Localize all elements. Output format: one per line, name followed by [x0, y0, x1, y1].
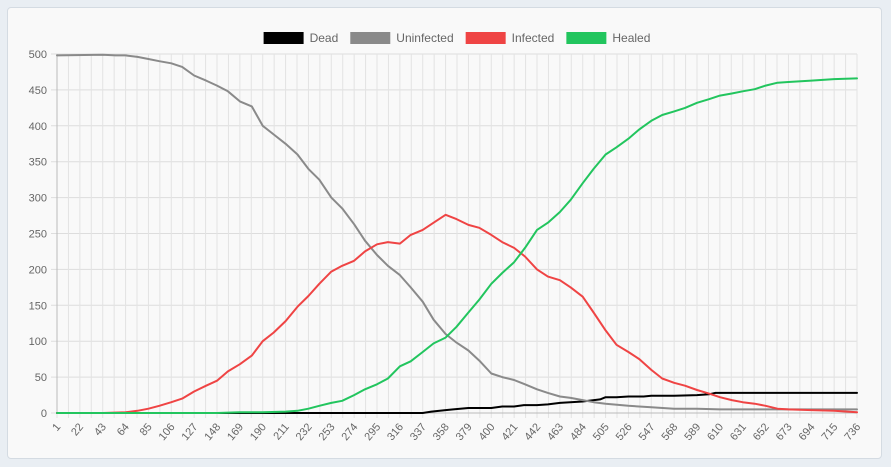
legend-item-healed[interactable]: Healed	[566, 31, 650, 45]
y-tick-label: 500	[29, 49, 47, 61]
x-tick-label: 421	[499, 421, 520, 443]
x-tick-label: 673	[774, 421, 795, 443]
legend-item-dead[interactable]: Dead	[263, 31, 339, 45]
y-tick-label: 50	[35, 372, 47, 384]
x-tick-label: 190	[248, 421, 269, 443]
x-tick-label: 652	[751, 421, 772, 443]
x-tick-label: 43	[92, 421, 109, 438]
x-tick-label: 169	[225, 421, 246, 443]
legend-swatch	[566, 32, 607, 44]
x-tick-label: 211	[271, 421, 291, 442]
legend-swatch	[263, 32, 304, 44]
x-tick-label: 1	[50, 421, 63, 433]
legend-label: Uninfected	[396, 31, 453, 45]
x-tick-label: 358	[431, 421, 452, 443]
x-tick-label: 232	[294, 421, 315, 443]
y-tick-label: 450	[29, 85, 47, 97]
y-axis-ticks: 0 50 100 150 200 250 300 350 400 450 500	[29, 49, 47, 420]
legend-swatch	[350, 32, 391, 44]
y-tick-label: 250	[29, 229, 47, 241]
legend-item-uninfected[interactable]: Uninfected	[350, 31, 454, 45]
x-tick-label: 631	[728, 421, 749, 443]
x-tick-label: 442	[522, 421, 543, 443]
y-tick-label: 150	[29, 300, 47, 312]
x-tick-label: 505	[591, 421, 612, 443]
x-tick-label: 484	[568, 421, 589, 443]
legend-swatch	[465, 32, 506, 44]
y-tick-label: 100	[29, 336, 47, 348]
y-tick-label: 200	[29, 264, 47, 276]
x-tick-label: 337	[408, 421, 429, 443]
series-lines	[56, 53, 858, 414]
x-tick-label: 22	[69, 421, 86, 438]
series-line-uninfected	[56, 53, 858, 411]
legend-label: Healed	[612, 31, 650, 45]
x-tick-label: 547	[637, 421, 658, 443]
legend[interactable]: Dead Uninfected Infected Healed	[263, 31, 651, 45]
grid	[51, 53, 858, 418]
x-axis-ticks: 1 22 43 64 85 106 127 148 169 190 211 232 253 274 295 3…	[50, 421, 863, 443]
x-tick-label: 463	[545, 421, 566, 443]
series-line-healed	[56, 77, 858, 414]
x-tick-label: 127	[179, 421, 200, 443]
x-tick-label: 736	[842, 421, 863, 443]
legend-label: Dead	[310, 31, 339, 45]
x-tick-label: 526	[614, 421, 635, 443]
y-tick-label: 300	[29, 193, 47, 205]
x-tick-label: 64	[115, 421, 132, 438]
x-tick-label: 295	[362, 421, 383, 443]
x-tick-label: 253	[317, 421, 338, 443]
legend-label: Infected	[512, 31, 555, 45]
legend-item-infected[interactable]: Infected	[465, 31, 555, 45]
y-tick-label: 350	[29, 157, 47, 169]
series-line-dead	[56, 391, 858, 414]
x-tick-label: 85	[138, 421, 155, 438]
y-tick-label: 400	[29, 121, 47, 133]
x-tick-label: 379	[454, 421, 475, 443]
x-tick-label: 274	[339, 421, 360, 443]
x-tick-label: 694	[797, 421, 818, 443]
y-tick-label: 0	[41, 408, 47, 420]
x-tick-label: 400	[477, 421, 498, 443]
x-tick-label: 316	[385, 421, 406, 443]
x-tick-label: 610	[705, 421, 726, 443]
x-tick-label: 568	[659, 421, 680, 443]
series-line-infected	[56, 213, 858, 414]
x-tick-label: 106	[157, 421, 178, 443]
x-tick-label: 589	[682, 421, 703, 443]
x-tick-label: 715	[819, 421, 840, 443]
x-tick-label: 148	[202, 421, 223, 443]
